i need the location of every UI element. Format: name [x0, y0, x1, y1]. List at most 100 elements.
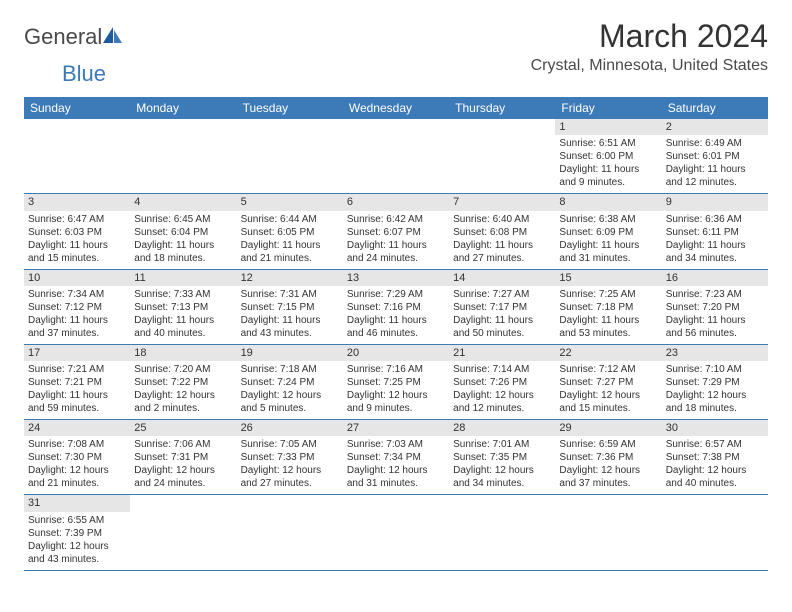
calendar-cell: 30Sunrise: 6:57 AMSunset: 7:38 PMDayligh… — [662, 420, 768, 494]
calendar-cell: 15Sunrise: 7:25 AMSunset: 7:18 PMDayligh… — [555, 270, 661, 344]
calendar-cell-empty — [449, 119, 555, 193]
cell-body: Sunrise: 6:51 AMSunset: 6:00 PMDaylight:… — [555, 135, 661, 193]
day-header: Sunday — [24, 97, 130, 119]
cell-body: Sunrise: 7:20 AMSunset: 7:22 PMDaylight:… — [130, 361, 236, 419]
day-header: Saturday — [662, 97, 768, 119]
calendar-cell-empty — [449, 495, 555, 569]
daylight-text: and 12 minutes. — [666, 176, 764, 189]
daylight-text: Daylight: 11 hours — [28, 314, 126, 327]
cell-body: Sunrise: 6:38 AMSunset: 6:09 PMDaylight:… — [555, 211, 661, 269]
calendar-cell-empty — [130, 495, 236, 569]
day-number: 13 — [343, 270, 449, 286]
sunrise-text: Sunrise: 7:10 AM — [666, 363, 764, 376]
sunset-text: Sunset: 6:03 PM — [28, 226, 126, 239]
day-number: 30 — [662, 420, 768, 436]
daylight-text: and 15 minutes. — [28, 252, 126, 265]
cell-body: Sunrise: 7:33 AMSunset: 7:13 PMDaylight:… — [130, 286, 236, 344]
sunrise-text: Sunrise: 7:08 AM — [28, 438, 126, 451]
daylight-text: and 24 minutes. — [347, 252, 445, 265]
sunset-text: Sunset: 7:29 PM — [666, 376, 764, 389]
daylight-text: Daylight: 11 hours — [666, 314, 764, 327]
sunrise-text: Sunrise: 6:47 AM — [28, 213, 126, 226]
sunrise-text: Sunrise: 6:36 AM — [666, 213, 764, 226]
calendar-cell-empty — [662, 495, 768, 569]
day-header: Wednesday — [343, 97, 449, 119]
daylight-text: and 21 minutes. — [241, 252, 339, 265]
day-number: 22 — [555, 345, 661, 361]
sunrise-text: Sunrise: 7:29 AM — [347, 288, 445, 301]
daylight-text: and 31 minutes. — [347, 477, 445, 490]
title-block: March 2024 Crystal, Minnesota, United St… — [531, 18, 768, 75]
daylight-text: and 18 minutes. — [666, 402, 764, 415]
calendar-cell: 12Sunrise: 7:31 AMSunset: 7:15 PMDayligh… — [237, 270, 343, 344]
sunrise-text: Sunrise: 7:18 AM — [241, 363, 339, 376]
sunrise-text: Sunrise: 7:31 AM — [241, 288, 339, 301]
day-number: 25 — [130, 420, 236, 436]
daylight-text: and 24 minutes. — [134, 477, 232, 490]
sunset-text: Sunset: 7:30 PM — [28, 451, 126, 464]
sunset-text: Sunset: 6:08 PM — [453, 226, 551, 239]
cell-body: Sunrise: 7:34 AMSunset: 7:12 PMDaylight:… — [24, 286, 130, 344]
day-number: 17 — [24, 345, 130, 361]
daylight-text: Daylight: 12 hours — [134, 389, 232, 402]
week-row: 1Sunrise: 6:51 AMSunset: 6:00 PMDaylight… — [24, 119, 768, 194]
sunrise-text: Sunrise: 6:40 AM — [453, 213, 551, 226]
sunset-text: Sunset: 6:04 PM — [134, 226, 232, 239]
daylight-text: and 34 minutes. — [453, 477, 551, 490]
daylight-text: Daylight: 11 hours — [347, 314, 445, 327]
daylight-text: and 56 minutes. — [666, 327, 764, 340]
cell-body: Sunrise: 7:31 AMSunset: 7:15 PMDaylight:… — [237, 286, 343, 344]
cell-body: Sunrise: 7:27 AMSunset: 7:17 PMDaylight:… — [449, 286, 555, 344]
daylight-text: Daylight: 11 hours — [28, 389, 126, 402]
daylight-text: and 31 minutes. — [559, 252, 657, 265]
sunset-text: Sunset: 7:12 PM — [28, 301, 126, 314]
calendar-cell: 9Sunrise: 6:36 AMSunset: 6:11 PMDaylight… — [662, 194, 768, 268]
sunset-text: Sunset: 7:33 PM — [241, 451, 339, 464]
calendar-cell: 26Sunrise: 7:05 AMSunset: 7:33 PMDayligh… — [237, 420, 343, 494]
cell-body: Sunrise: 7:05 AMSunset: 7:33 PMDaylight:… — [237, 436, 343, 494]
day-number: 31 — [24, 495, 130, 511]
day-number: 10 — [24, 270, 130, 286]
cell-body: Sunrise: 7:25 AMSunset: 7:18 PMDaylight:… — [555, 286, 661, 344]
daylight-text: and 59 minutes. — [28, 402, 126, 415]
daylight-text: and 40 minutes. — [134, 327, 232, 340]
calendar: SundayMondayTuesdayWednesdayThursdayFrid… — [24, 97, 768, 571]
cell-body: Sunrise: 7:01 AMSunset: 7:35 PMDaylight:… — [449, 436, 555, 494]
week-row: 17Sunrise: 7:21 AMSunset: 7:21 PMDayligh… — [24, 345, 768, 420]
sunrise-text: Sunrise: 6:59 AM — [559, 438, 657, 451]
daylight-text: Daylight: 12 hours — [666, 389, 764, 402]
sunset-text: Sunset: 7:18 PM — [559, 301, 657, 314]
sunset-text: Sunset: 7:24 PM — [241, 376, 339, 389]
daylight-text: and 43 minutes. — [241, 327, 339, 340]
sunrise-text: Sunrise: 7:20 AM — [134, 363, 232, 376]
day-number: 15 — [555, 270, 661, 286]
daylight-text: and 34 minutes. — [666, 252, 764, 265]
calendar-cell-empty — [237, 119, 343, 193]
calendar-cell: 14Sunrise: 7:27 AMSunset: 7:17 PMDayligh… — [449, 270, 555, 344]
calendar-cell: 27Sunrise: 7:03 AMSunset: 7:34 PMDayligh… — [343, 420, 449, 494]
daylight-text: Daylight: 12 hours — [28, 540, 126, 553]
sunrise-text: Sunrise: 7:34 AM — [28, 288, 126, 301]
cell-body: Sunrise: 6:36 AMSunset: 6:11 PMDaylight:… — [662, 211, 768, 269]
sunset-text: Sunset: 7:25 PM — [347, 376, 445, 389]
cell-body: Sunrise: 7:29 AMSunset: 7:16 PMDaylight:… — [343, 286, 449, 344]
calendar-cell: 20Sunrise: 7:16 AMSunset: 7:25 PMDayligh… — [343, 345, 449, 419]
daylight-text: Daylight: 12 hours — [666, 464, 764, 477]
calendar-cell: 2Sunrise: 6:49 AMSunset: 6:01 PMDaylight… — [662, 119, 768, 193]
week-row: 3Sunrise: 6:47 AMSunset: 6:03 PMDaylight… — [24, 194, 768, 269]
cell-body: Sunrise: 6:47 AMSunset: 6:03 PMDaylight:… — [24, 211, 130, 269]
daylight-text: and 12 minutes. — [453, 402, 551, 415]
calendar-cell: 8Sunrise: 6:38 AMSunset: 6:09 PMDaylight… — [555, 194, 661, 268]
sunset-text: Sunset: 7:31 PM — [134, 451, 232, 464]
cell-body: Sunrise: 7:21 AMSunset: 7:21 PMDaylight:… — [24, 361, 130, 419]
daylight-text: and 46 minutes. — [347, 327, 445, 340]
month-title: March 2024 — [531, 18, 768, 55]
day-number: 27 — [343, 420, 449, 436]
sunrise-text: Sunrise: 7:06 AM — [134, 438, 232, 451]
calendar-cell-empty — [237, 495, 343, 569]
calendar-cell: 28Sunrise: 7:01 AMSunset: 7:35 PMDayligh… — [449, 420, 555, 494]
daylight-text: Daylight: 11 hours — [453, 314, 551, 327]
daylight-text: and 53 minutes. — [559, 327, 657, 340]
daylight-text: Daylight: 12 hours — [28, 464, 126, 477]
sunset-text: Sunset: 7:16 PM — [347, 301, 445, 314]
